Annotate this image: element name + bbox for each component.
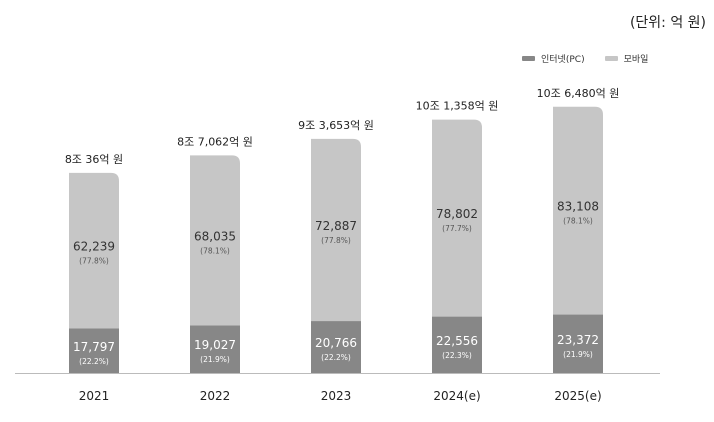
label-pc-value: 22,556: [436, 334, 478, 348]
label-mobile-value: 62,239: [73, 240, 115, 254]
label-mobile-share: (77.8%): [321, 236, 351, 245]
x-tick-label: 2023: [321, 389, 352, 403]
label-pc-value: 23,372: [557, 333, 599, 347]
legend: 인터넷(PC) 모바일: [522, 52, 648, 65]
label-mobile-share: (78.1%): [200, 246, 230, 255]
label-mobile-share: (77.8%): [79, 257, 109, 266]
label-pc-value: 19,027: [194, 338, 236, 352]
bar-mobile: [553, 106, 603, 315]
label-mobile-share: (78.1%): [563, 217, 593, 226]
label-total: 10조 1,358억 원: [416, 100, 499, 113]
legend-swatch-pc: [522, 56, 535, 61]
label-total: 8조 7,062억 원: [177, 135, 253, 148]
label-pc-share: (22.2%): [321, 353, 351, 362]
legend-label-pc: 인터넷(PC): [541, 55, 585, 65]
label-pc-share: (21.9%): [200, 355, 230, 364]
bar-mobile: [190, 155, 240, 326]
label-pc-value: 17,797: [73, 340, 115, 354]
label-mobile-value: 72,887: [315, 219, 357, 233]
bar-mobile: [69, 172, 119, 329]
x-tick-label: 2021: [79, 389, 110, 403]
bar-pc: [553, 314, 603, 373]
x-tick-label: 2024(e): [433, 389, 480, 403]
bar-mobile: [311, 138, 361, 322]
legend-label-mobile: 모바일: [623, 55, 649, 65]
bar-mobile: [432, 119, 482, 317]
x-tick-label: 2025(e): [554, 389, 601, 403]
label-pc-share: (22.3%): [442, 351, 472, 360]
label-mobile-share: (77.7%): [442, 224, 472, 233]
label-pc-share: (21.9%): [563, 350, 593, 359]
label-mobile-value: 83,108: [557, 200, 599, 214]
label-pc-share: (22.2%): [79, 357, 109, 366]
label-total: 8조 36억 원: [65, 153, 123, 166]
bar-pc: [432, 316, 482, 373]
label-pc-value: 20,766: [315, 336, 357, 350]
legend-swatch-mobile: [604, 56, 618, 61]
bar-pc: [190, 325, 240, 373]
bar-pc: [69, 328, 119, 373]
label-mobile-value: 78,802: [436, 207, 478, 221]
label-total: 9조 3,653억 원: [298, 119, 374, 132]
label-total: 10조 6,480억 원: [537, 87, 620, 100]
x-tick-label: 2022: [200, 389, 231, 403]
unit-label: (단위: 억 원): [629, 15, 706, 31]
bar-pc: [311, 321, 361, 373]
label-mobile-value: 68,035: [194, 229, 236, 243]
